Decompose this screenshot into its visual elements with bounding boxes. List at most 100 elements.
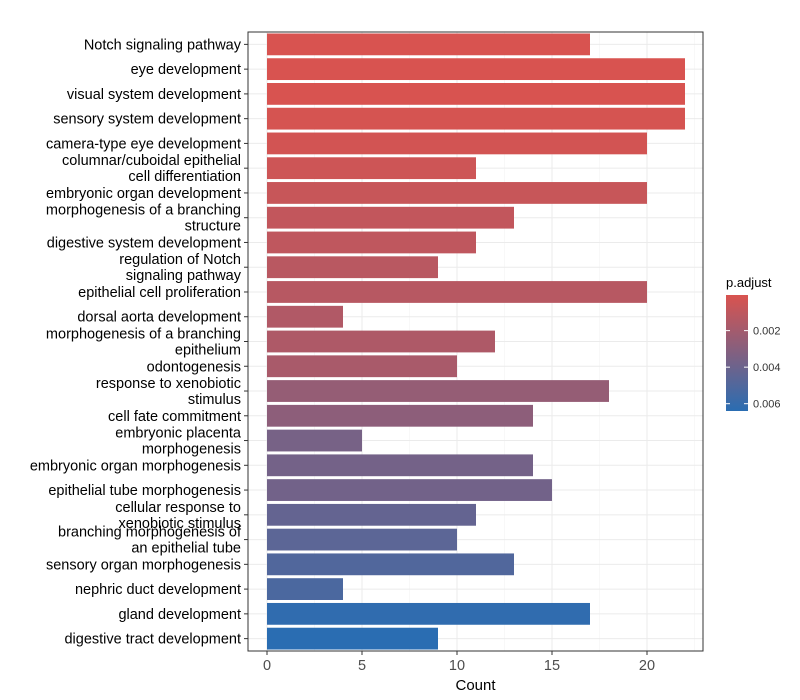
bar bbox=[267, 553, 514, 576]
bar bbox=[267, 479, 552, 501]
bar bbox=[267, 182, 647, 204]
y-tick-label-line: embryonic placenta bbox=[115, 426, 242, 442]
x-axis-ticks: 0 5 10 15 20 bbox=[263, 651, 655, 674]
y-tick-label-line: odontogenesis bbox=[147, 359, 241, 375]
legend-title: p.adjust bbox=[726, 275, 772, 290]
bar bbox=[267, 305, 343, 328]
y-tick-label: sensory organ morphogenesis bbox=[46, 557, 241, 573]
bar bbox=[267, 503, 476, 526]
y-tick-label-line: morphogenesis bbox=[142, 442, 241, 458]
y-tick-label-line: embryonic organ morphogenesis bbox=[30, 458, 241, 474]
legend-ticks: 0.002 0.004 0.006 bbox=[726, 326, 781, 411]
bar bbox=[267, 33, 590, 56]
y-tick-label: gland development bbox=[118, 607, 241, 623]
y-tick-label-line: sensory system development bbox=[53, 112, 241, 128]
y-tick-label: branching morphogenesis of an epithelial … bbox=[58, 525, 242, 557]
y-tick-label-line: columnar/cuboidal epithelial bbox=[62, 153, 241, 169]
y-tick-label: embryonic organ morphogenesis bbox=[30, 458, 241, 474]
y-tick-label: odontogenesis bbox=[147, 359, 241, 375]
y-tick-label-line: regulation of Notch bbox=[119, 252, 241, 268]
y-tick-label-line: structure bbox=[185, 219, 241, 235]
y-tick-label: epithelial tube morphogenesis bbox=[48, 483, 241, 499]
y-tick-label: sensory system development bbox=[53, 112, 241, 128]
y-tick-label-line: an epithelial tube bbox=[131, 541, 241, 557]
y-tick-label-line: branching morphogenesis of bbox=[58, 525, 242, 541]
y-tick-label-line: eye development bbox=[131, 62, 241, 78]
y-tick-label-line: dorsal aorta development bbox=[77, 310, 241, 326]
bar bbox=[267, 429, 362, 452]
y-tick-label: regulation of Notch signaling pathway bbox=[119, 252, 241, 284]
y-tick-label: digestive system development bbox=[47, 235, 241, 251]
x-tick-label: 15 bbox=[544, 658, 560, 674]
y-tick-label-line: cell fate commitment bbox=[108, 409, 241, 425]
y-tick-label-line: digestive tract development bbox=[64, 632, 241, 648]
bar bbox=[267, 206, 514, 229]
y-tick-label: dorsal aorta development bbox=[77, 310, 241, 326]
y-tick-label-line: morphogenesis of a branching bbox=[46, 203, 241, 219]
bar bbox=[267, 107, 685, 130]
bar bbox=[267, 404, 533, 427]
bar bbox=[267, 330, 495, 353]
x-axis-title: Count bbox=[455, 677, 496, 694]
y-tick-label-line: cellular response to bbox=[115, 500, 241, 516]
legend-tick-label: 0.002 bbox=[753, 326, 781, 338]
legend-tick-label: 0.004 bbox=[753, 362, 781, 374]
y-tick-label: visual system development bbox=[67, 87, 241, 103]
y-tick-label-line: digestive system development bbox=[47, 235, 241, 251]
y-tick-label-line: nephric duct development bbox=[75, 582, 241, 598]
y-tick-label: camera-type eye development bbox=[46, 136, 241, 152]
x-tick-label: 0 bbox=[263, 658, 271, 674]
y-tick-label-line: xenobiotic stimulus bbox=[119, 516, 242, 532]
y-tick-label: morphogenesis of a branching epithelium bbox=[46, 327, 241, 359]
legend-tick-label: 0.006 bbox=[753, 399, 781, 411]
y-tick-label: cellular response to xenobiotic stimulus bbox=[115, 500, 241, 532]
bar bbox=[267, 627, 438, 650]
bar bbox=[267, 231, 476, 254]
y-tick-label: epithelial cell proliferation bbox=[78, 285, 241, 301]
y-tick-label: nephric duct development bbox=[75, 582, 241, 598]
y-tick-label: eye development bbox=[131, 62, 241, 78]
bar bbox=[267, 132, 647, 155]
bar bbox=[267, 380, 609, 402]
y-tick-label: response to xenobiotic stimulus bbox=[96, 376, 241, 408]
y-tick-label: cell fate commitment bbox=[108, 409, 241, 425]
y-tick-label: columnar/cuboidal epithelial cell differe… bbox=[62, 153, 241, 185]
bar bbox=[267, 256, 438, 279]
bar bbox=[267, 602, 590, 625]
y-tick-label-line: morphogenesis of a branching bbox=[46, 327, 241, 343]
y-axis-labels: Notch signaling pathway eye development vi… bbox=[30, 37, 248, 648]
bar bbox=[267, 528, 457, 551]
bar bbox=[267, 58, 685, 81]
y-tick-label: embryonic placenta morphogenesis bbox=[115, 426, 242, 458]
bar bbox=[267, 281, 647, 303]
bar bbox=[267, 454, 533, 477]
y-tick-label-line: gland development bbox=[118, 607, 241, 623]
y-tick-label-line: signaling pathway bbox=[126, 268, 242, 284]
y-tick-label-line: response to xenobiotic bbox=[96, 376, 241, 392]
x-tick-label: 20 bbox=[639, 658, 655, 674]
y-tick-label: embryonic organ development bbox=[46, 186, 241, 202]
y-tick-label-line: stimulus bbox=[188, 392, 241, 408]
x-tick-label: 10 bbox=[449, 658, 465, 674]
y-tick-label: digestive tract development bbox=[64, 632, 241, 648]
y-tick-label-line: epithelial tube morphogenesis bbox=[48, 483, 241, 499]
bar bbox=[267, 355, 457, 378]
y-tick-label-line: epithelium bbox=[175, 343, 241, 359]
y-tick-label-line: epithelial cell proliferation bbox=[78, 285, 241, 301]
bar bbox=[267, 83, 685, 105]
bar bbox=[267, 157, 476, 180]
y-tick-label: morphogenesis of a branching structure bbox=[46, 203, 241, 235]
y-tick-label: Notch signaling pathway bbox=[84, 37, 242, 53]
y-tick-label-line: embryonic organ development bbox=[46, 186, 241, 202]
y-tick-label-line: sensory organ morphogenesis bbox=[46, 557, 241, 573]
y-tick-label-line: visual system development bbox=[67, 87, 241, 103]
x-tick-label: 5 bbox=[358, 658, 366, 674]
bar bbox=[267, 578, 343, 600]
legend-colorbar bbox=[726, 295, 748, 411]
y-tick-label-line: cell differentiation bbox=[128, 169, 241, 185]
y-tick-label-line: camera-type eye development bbox=[46, 136, 241, 152]
bars bbox=[267, 33, 685, 650]
legend: p.adjust 0.002 0.004 0.006 bbox=[726, 275, 781, 411]
y-tick-label-line: Notch signaling pathway bbox=[84, 37, 242, 53]
